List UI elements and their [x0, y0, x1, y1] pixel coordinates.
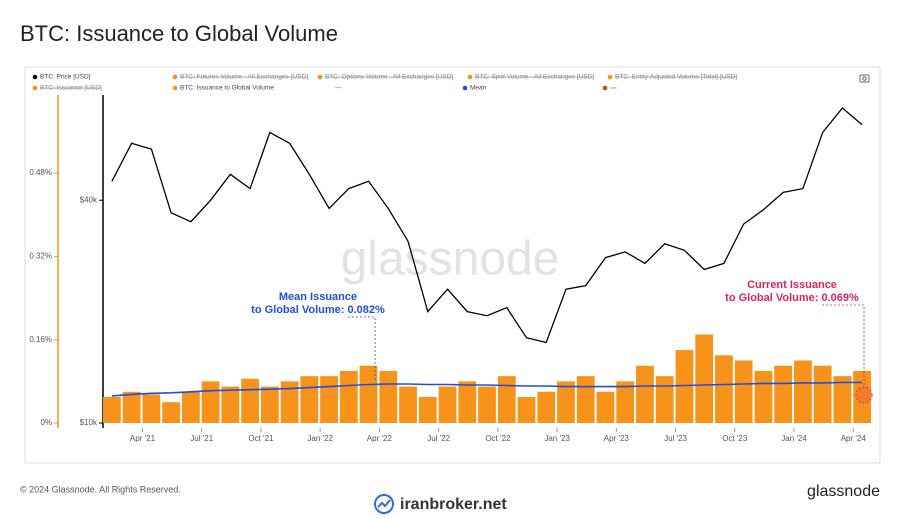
issuance-bar: [636, 365, 654, 423]
x-tick-label: Jul '22: [427, 434, 450, 443]
x-tick-label: Jan '24: [781, 434, 807, 443]
annotation-leader: [348, 316, 376, 381]
annotation-text: to Global Volume: 0.082%: [251, 304, 385, 316]
y-tick-label: 0.48%: [29, 168, 52, 177]
annotation-text: Current Issuance: [747, 279, 837, 291]
y-tick-label: 0.16%: [29, 335, 52, 344]
legend-marker: [172, 85, 178, 91]
legend-label: BTC: Issuance to Global Volume: [180, 85, 274, 92]
x-tick-label: Jan '22: [307, 434, 333, 443]
x-tick-label: Apr '24: [841, 434, 867, 443]
camera-icon[interactable]: [859, 74, 870, 83]
issuance-bar: [162, 402, 180, 423]
legend-label: BTC: Price [USD]: [40, 74, 91, 81]
issuance-bar: [320, 376, 338, 423]
issuance-bar: [438, 386, 457, 423]
issuance-bar: [833, 376, 852, 423]
issuance-bar: [181, 391, 200, 423]
legend-label: BTC: Entity-Adjusted Volume [Total] [USD…: [615, 74, 737, 81]
legend-label: ---: [610, 85, 617, 92]
x-tick-label: Apr '22: [367, 434, 393, 443]
issuance-bar: [557, 381, 575, 423]
issuance-bar: [853, 370, 872, 423]
series-line: [111, 107, 863, 344]
chart-title: BTC: Issuance to Global Volume: [20, 21, 338, 46]
issuance-bar: [241, 378, 259, 423]
issuance-bar: [300, 376, 319, 423]
issuance-bar: [339, 370, 358, 423]
issuance-bar: [596, 391, 615, 423]
issuance-bar: [201, 381, 220, 423]
issuance-bar: [517, 396, 536, 423]
legend-marker: [32, 85, 38, 91]
legend-marker: [32, 74, 38, 80]
legend-marker: [467, 74, 473, 80]
x-tick-label: Oct '21: [248, 434, 274, 443]
legend-marker: [462, 85, 468, 91]
watermark: glassnode: [341, 233, 560, 286]
issuance-bar: [576, 376, 595, 423]
issuance-bar: [122, 391, 141, 423]
issuance-bar: [655, 376, 674, 423]
issuance-bar: [715, 355, 733, 423]
legend-marker: [317, 74, 323, 80]
issuance-bar: [221, 386, 240, 423]
issuance-bar: [418, 396, 437, 423]
y2-tick-label: $40k: [80, 195, 98, 204]
issuance-bar: [813, 365, 832, 423]
x-tick-label: Oct '22: [485, 434, 511, 443]
annotation-marker: [855, 386, 873, 404]
annotation-text: Mean Issuance: [279, 291, 357, 303]
issuance-bar: [497, 376, 516, 423]
issuance-bar: [675, 350, 694, 423]
x-tick-label: Jul '21: [190, 434, 213, 443]
site-name: iranbroker.net: [400, 496, 507, 513]
legend-label: BTC: Options Volume - All Exchanges [USD…: [325, 74, 453, 81]
issuance-bar: [103, 396, 121, 423]
issuance-bar: [774, 365, 793, 423]
issuance-bar: [142, 394, 161, 423]
issuance-bar: [734, 360, 753, 423]
copyright: © 2024 Glassnode. All Rights Reserved.: [20, 484, 181, 494]
issuance-bar: [616, 381, 635, 423]
y-tick-label: 0.32%: [29, 252, 52, 261]
legend-marker: [602, 85, 608, 91]
legend-label: ---: [335, 85, 342, 92]
y-tick-label: 0%: [40, 418, 52, 427]
y2-tick-label: $10k: [80, 418, 98, 427]
x-tick-label: Oct '23: [722, 434, 748, 443]
issuance-bar: [260, 386, 279, 423]
issuance-bar: [478, 386, 496, 423]
issuance-bar: [695, 334, 714, 423]
x-tick-label: Jan '23: [544, 434, 570, 443]
x-tick-label: Apr '23: [604, 434, 630, 443]
legend-label: Mean: [470, 85, 487, 92]
annotation-leader: [822, 304, 865, 388]
issuance-bar: [794, 360, 812, 423]
issuance-bar: [280, 381, 299, 423]
x-tick-label: Apr '21: [130, 434, 156, 443]
issuance-bar: [379, 370, 398, 423]
legend-marker: [172, 74, 178, 80]
series-line: [111, 381, 863, 397]
legend-label: BTC: Issuance [USD]: [40, 85, 102, 92]
site-logo: [374, 494, 394, 514]
issuance-bar: [754, 370, 773, 423]
issuance-bar: [537, 391, 556, 423]
brand: glassnode: [807, 483, 880, 500]
issuance-bar: [399, 386, 417, 423]
annotation-text: to Global Volume: 0.069%: [725, 292, 859, 304]
issuance-bar: [359, 365, 378, 423]
issuance-bar: [458, 381, 477, 423]
legend-marker: [607, 74, 613, 80]
legend-label: BTC: Futures Volume - All Exchanges [USD…: [180, 74, 308, 81]
legend-label: BTC: Spot Volume - All Exchanges [USD]: [475, 74, 594, 81]
x-tick-label: Jul '23: [664, 434, 687, 443]
